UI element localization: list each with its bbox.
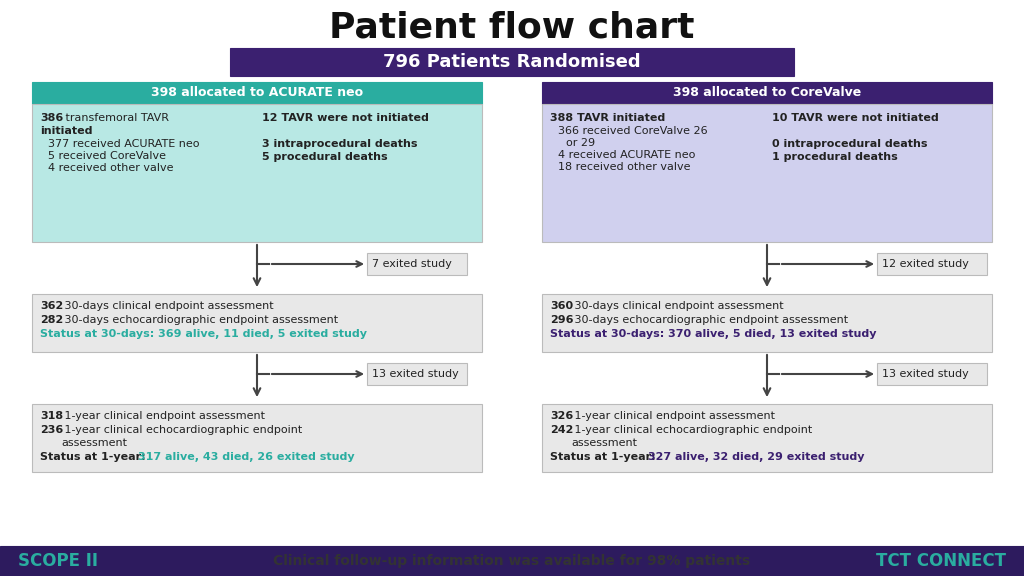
- Text: 326: 326: [550, 411, 573, 421]
- Text: 0 intraprocedural deaths: 0 intraprocedural deaths: [772, 139, 928, 149]
- Bar: [877, 363, 987, 385]
- Bar: [367, 253, 467, 275]
- Text: 388 TAVR initiated: 388 TAVR initiated: [550, 113, 666, 123]
- Text: 13 exited study: 13 exited study: [882, 369, 969, 379]
- Text: 3 intraprocedural deaths: 3 intraprocedural deaths: [262, 139, 418, 149]
- Text: 366 received CoreValve 26: 366 received CoreValve 26: [558, 126, 708, 136]
- Text: 18 received other valve: 18 received other valve: [558, 162, 690, 172]
- Text: 1-year clinical endpoint assessment: 1-year clinical endpoint assessment: [571, 411, 775, 421]
- Text: 296: 296: [550, 315, 573, 325]
- Text: 377 received ACURATE neo: 377 received ACURATE neo: [48, 139, 200, 149]
- Text: SCOPE II: SCOPE II: [18, 552, 98, 570]
- Text: 1-year clinical endpoint assessment: 1-year clinical endpoint assessment: [61, 411, 265, 421]
- Bar: [542, 404, 992, 472]
- Text: Status at 1-year:: Status at 1-year:: [550, 452, 659, 462]
- Text: 5 received CoreValve: 5 received CoreValve: [48, 151, 166, 161]
- Bar: [542, 82, 992, 104]
- Text: 398 allocated to CoreValve: 398 allocated to CoreValve: [673, 86, 861, 100]
- Text: Patient flow chart: Patient flow chart: [330, 10, 694, 44]
- Bar: [32, 104, 482, 242]
- Text: Status at 1-year:: Status at 1-year:: [40, 452, 150, 462]
- Text: 12 exited study: 12 exited study: [882, 259, 969, 269]
- Text: 282: 282: [40, 315, 63, 325]
- Bar: [367, 363, 467, 385]
- Bar: [877, 253, 987, 275]
- Text: 4 received other valve: 4 received other valve: [48, 163, 173, 173]
- Bar: [230, 48, 794, 76]
- Text: 30-days clinical endpoint assessment: 30-days clinical endpoint assessment: [61, 301, 273, 311]
- Text: or 29: or 29: [566, 138, 595, 148]
- Text: 327 alive, 32 died, 29 exited study: 327 alive, 32 died, 29 exited study: [648, 452, 864, 462]
- Text: transfemoral TAVR: transfemoral TAVR: [62, 113, 169, 123]
- Text: 398 allocated to ACURATE neo: 398 allocated to ACURATE neo: [151, 86, 364, 100]
- Text: 317 alive, 43 died, 26 exited study: 317 alive, 43 died, 26 exited study: [138, 452, 354, 462]
- Text: 13 exited study: 13 exited study: [372, 369, 459, 379]
- Text: 1-year clinical echocardiographic endpoint: 1-year clinical echocardiographic endpoi…: [61, 425, 302, 435]
- Text: 318: 318: [40, 411, 63, 421]
- Bar: [32, 82, 482, 104]
- Text: 796 Patients Randomised: 796 Patients Randomised: [383, 53, 641, 71]
- Text: initiated: initiated: [40, 126, 92, 136]
- Bar: [32, 404, 482, 472]
- Text: TCT CONNECT: TCT CONNECT: [876, 552, 1006, 570]
- Text: 5 procedural deaths: 5 procedural deaths: [262, 152, 388, 162]
- Text: 242: 242: [550, 425, 573, 435]
- Text: Status at 30-days: 370 alive, 5 died, 13 exited study: Status at 30-days: 370 alive, 5 died, 13…: [550, 329, 877, 339]
- Text: 30-days echocardiographic endpoint assessment: 30-days echocardiographic endpoint asses…: [61, 315, 338, 325]
- Bar: [0, 546, 1024, 576]
- Text: 1 procedural deaths: 1 procedural deaths: [772, 152, 898, 162]
- Text: 10 TAVR were not initiated: 10 TAVR were not initiated: [772, 113, 939, 123]
- Text: 1-year clinical echocardiographic endpoint: 1-year clinical echocardiographic endpoi…: [571, 425, 812, 435]
- Text: assessment: assessment: [571, 438, 637, 448]
- Text: 4 received ACURATE neo: 4 received ACURATE neo: [558, 150, 695, 160]
- Text: 12 TAVR were not initiated: 12 TAVR were not initiated: [262, 113, 429, 123]
- Text: Clinical follow-up information was available for 98% patients: Clinical follow-up information was avail…: [273, 554, 751, 568]
- Bar: [542, 104, 992, 242]
- Bar: [542, 294, 992, 352]
- Text: 236: 236: [40, 425, 63, 435]
- Text: 386: 386: [40, 113, 63, 123]
- Text: 362: 362: [40, 301, 63, 311]
- Text: 30-days clinical endpoint assessment: 30-days clinical endpoint assessment: [571, 301, 783, 311]
- Text: 7 exited study: 7 exited study: [372, 259, 452, 269]
- Text: 360: 360: [550, 301, 573, 311]
- Text: 30-days echocardiographic endpoint assessment: 30-days echocardiographic endpoint asses…: [571, 315, 848, 325]
- Bar: [32, 294, 482, 352]
- Text: Status at 30-days: 369 alive, 11 died, 5 exited study: Status at 30-days: 369 alive, 11 died, 5…: [40, 329, 367, 339]
- Text: assessment: assessment: [61, 438, 127, 448]
